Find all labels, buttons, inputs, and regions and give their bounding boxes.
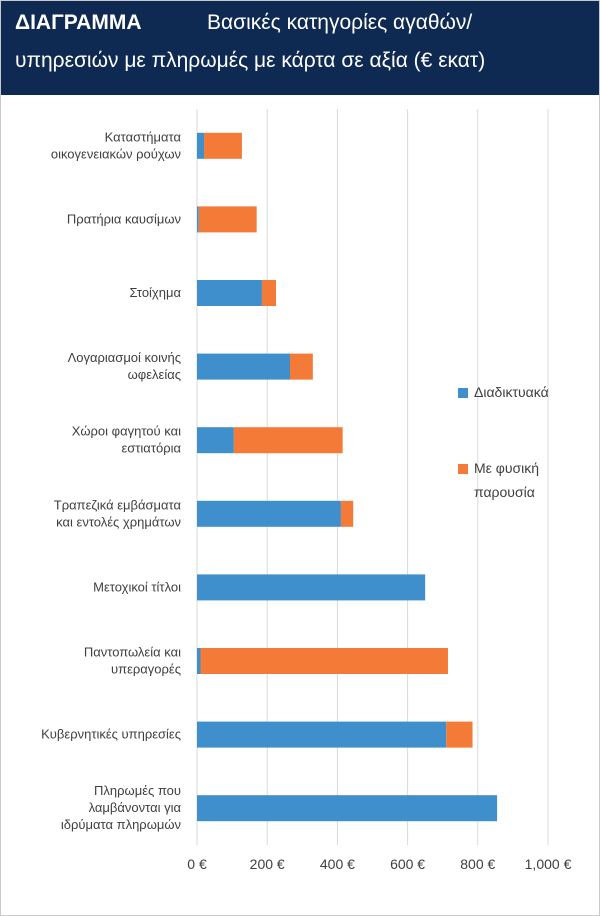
bar-online <box>197 721 447 748</box>
bar-online <box>197 206 199 233</box>
bar-physical <box>233 427 343 454</box>
category-label: οικογενειακών ρούχων <box>51 146 181 161</box>
category-label: εστιατόρια <box>121 441 181 456</box>
category-label: Πληρωμές που <box>94 783 181 798</box>
bar-physical <box>261 280 276 306</box>
x-tick-label: 400 € <box>320 856 355 872</box>
x-tick-label: 200 € <box>250 856 285 872</box>
bar-online <box>197 132 205 159</box>
bar-physical <box>198 206 257 233</box>
bar-online <box>197 427 234 454</box>
category-label: λαμβάνονται για <box>89 800 182 815</box>
x-tick-label: 800 € <box>460 856 495 872</box>
legend-label: παρουσία <box>474 484 535 500</box>
legend-swatch-physical <box>458 464 468 474</box>
stacked-bar-chart: 0 € 200 € 400 € 600 € 800 € 1,000 € Καταστήματ… <box>41 109 572 872</box>
category-label: Παντοπωλεία και <box>84 645 181 660</box>
category-label: Πρατήρια καυσίμων <box>67 211 181 226</box>
x-tick-label: 0 € <box>187 856 207 872</box>
bar-physical <box>200 648 448 674</box>
bar-online <box>197 795 498 822</box>
bar-online <box>197 574 426 601</box>
header-tag: ΔΙΑΓΡΑΜΜΑ <box>15 11 142 34</box>
category-label: και εντολές χρημάτων <box>56 514 181 529</box>
category-label: Στοίχημα <box>129 285 181 300</box>
bar-online <box>197 280 262 306</box>
legend-label: Με φυσική <box>474 460 539 476</box>
category-label: Λογαριασμοί κοινής <box>68 350 181 365</box>
bar-physical <box>290 353 313 380</box>
category-label: ωφελείας <box>128 367 181 382</box>
x-tick-label: 600 € <box>390 856 425 872</box>
x-tick-label: 1,000 € <box>525 856 572 872</box>
bar-physical <box>340 500 354 527</box>
bar-online <box>197 500 341 527</box>
category-label: Καταστήματα <box>105 129 182 144</box>
category-label: Μετοχικοί τίτλοι <box>93 579 181 594</box>
bar-physical <box>204 132 242 159</box>
bar-online <box>197 648 201 674</box>
legend-label: Διαδικτυακά <box>474 384 549 400</box>
chart-header: ΔΙΑΓΡΑΜΜΑ Βασικές κατηγορίες αγαθών/ υπη… <box>1 1 599 95</box>
bar-physical <box>446 721 473 748</box>
header-title-line2: υπηρεσιών με πληρωμές με κάρτα σε αξία (… <box>15 49 486 72</box>
header-title-line1: Βασικές κατηγορίες αγαθών/ <box>207 11 473 34</box>
category-label: Τραπεζικά εμβάσματα <box>54 497 182 512</box>
category-label: υπεραγορές <box>111 662 181 677</box>
bar-online <box>197 353 291 380</box>
category-label: Χώροι φαγητού και <box>72 424 181 439</box>
legend-swatch-online <box>458 388 468 398</box>
category-label: Κυβερνητικές υπηρεσίες <box>41 727 181 742</box>
category-label: ιδρύματα πληρωμών <box>61 817 181 832</box>
